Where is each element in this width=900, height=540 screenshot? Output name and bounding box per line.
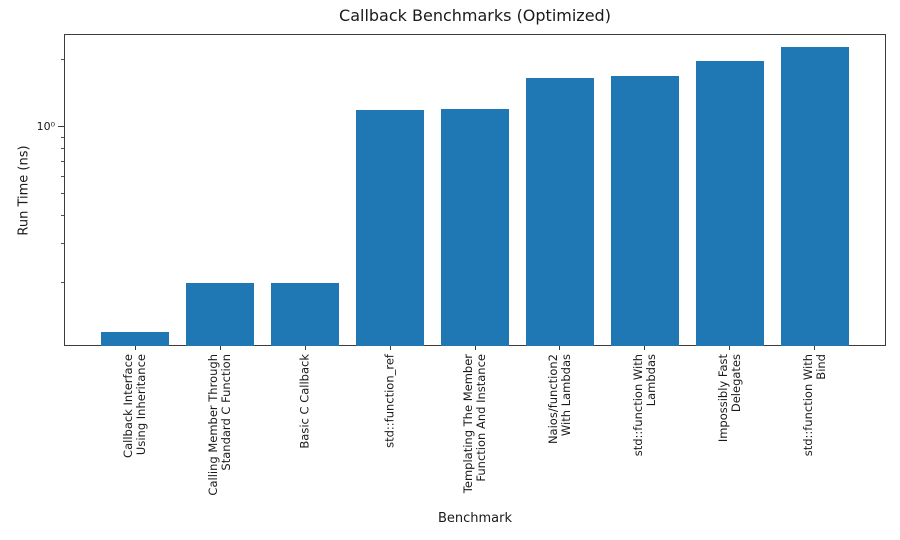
y-minor-tickmark (61, 59, 64, 61)
x-tick-label: std::function With Bind (800, 354, 828, 457)
x-tickmark (304, 346, 306, 350)
x-tickmark (389, 346, 391, 350)
y-minor-tickmark (61, 136, 64, 138)
plot-area (64, 34, 886, 346)
y-tick-label: 10⁰ (36, 119, 55, 133)
x-tickmark (814, 346, 816, 350)
bar (186, 282, 255, 346)
y-major-tickmark (58, 126, 64, 128)
x-tickmark (219, 346, 221, 350)
x-tickmark (134, 346, 136, 350)
x-tick-label: Callback Interface Using Inheritance (121, 354, 149, 458)
y-axis-label: Run Time (ns) (16, 145, 32, 236)
chart-title: Callback Benchmarks (Optimized) (339, 6, 611, 25)
x-tickmark (644, 346, 646, 350)
bar (525, 77, 594, 346)
bar (101, 332, 170, 346)
y-minor-tickmark (61, 215, 64, 217)
x-tick-label: Naios/function2 With Lambdas (545, 354, 573, 445)
y-minor-tickmark (61, 193, 64, 195)
x-tick-label: Impossibly Fast Delegates (715, 354, 743, 443)
y-minor-tickmark (61, 160, 64, 162)
bar (441, 109, 509, 346)
x-tick-label: Calling Member Through Standard C Functi… (206, 354, 234, 496)
y-minor-tickmark (61, 175, 64, 177)
bar (695, 60, 764, 346)
x-tick-label: Basic C Callback (297, 354, 312, 449)
bar (271, 282, 340, 346)
x-tick-label: std::function_ref (382, 354, 397, 448)
y-minor-tickmark (61, 282, 64, 284)
bar (610, 75, 679, 346)
x-tickmark (559, 346, 561, 350)
y-minor-tickmark (61, 242, 64, 244)
x-axis-label: Benchmark (437, 511, 513, 526)
bar (780, 47, 849, 346)
bar (356, 110, 425, 346)
y-minor-tickmark (61, 147, 64, 149)
x-tick-label: Templating The Member Function And Insta… (461, 354, 488, 494)
x-tickmark (474, 346, 476, 350)
x-tick-label: std::function With Lambdas (630, 354, 658, 457)
x-tickmark (729, 346, 731, 350)
